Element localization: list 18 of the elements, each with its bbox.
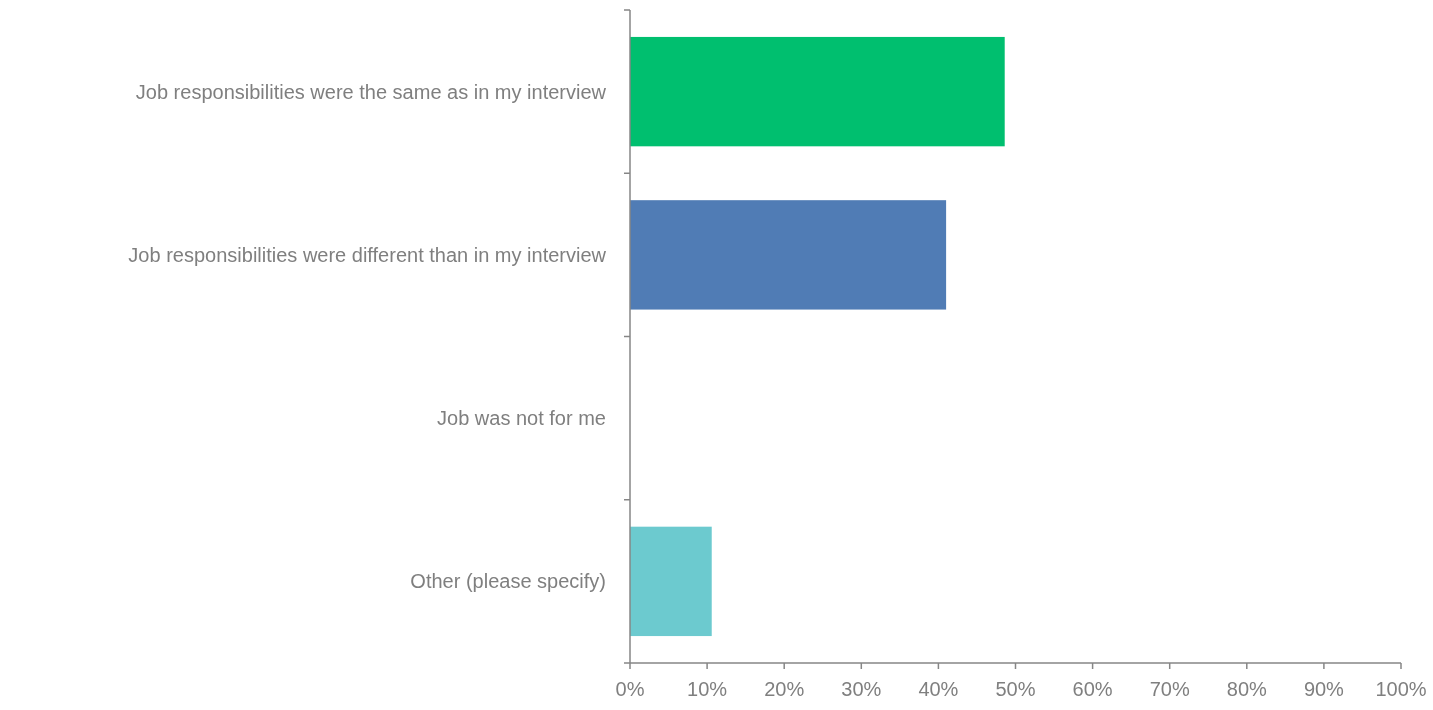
y-tick-label: Job responsibilities were the same as in my interview <box>135 80 607 103</box>
x-tick-label: 10% <box>687 678 728 700</box>
y-tick-label: Job was not for me <box>437 407 606 430</box>
bar <box>630 36 1005 147</box>
x-tick-label: 40% <box>918 678 959 700</box>
bar <box>630 526 712 637</box>
y-tick-label: Other (please specify) <box>410 570 606 593</box>
x-tick-label: 80% <box>1226 678 1268 700</box>
y-tick-label: Job responsibilities were different than in my interview <box>128 243 607 266</box>
x-tick-label: 100% <box>1375 678 1427 700</box>
x-tick-label: 50% <box>995 678 1036 700</box>
x-tick-label: 20% <box>764 678 805 700</box>
bar <box>630 200 947 310</box>
x-tick-label: 70% <box>1149 678 1190 700</box>
x-tick-label: 60% <box>1072 678 1113 700</box>
x-tick-label: 30% <box>841 678 882 700</box>
x-tick-label: 90% <box>1303 678 1345 700</box>
x-tick-label: 0% <box>615 678 645 700</box>
